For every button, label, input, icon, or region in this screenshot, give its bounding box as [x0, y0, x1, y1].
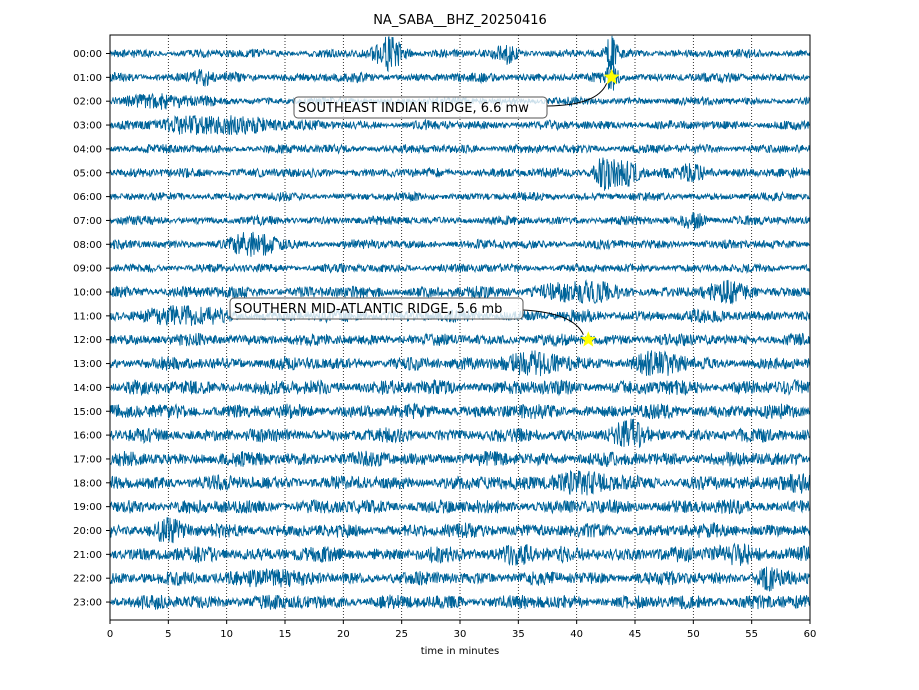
trace-17: [109, 450, 811, 468]
x-axis-label: time in minutes: [421, 646, 500, 657]
y-tick-label-17: 17:00: [73, 454, 102, 465]
x-tick-label-5: 25: [395, 629, 408, 640]
trace-5: [109, 157, 811, 191]
y-tick-label-14: 14:00: [73, 383, 102, 394]
x-axis: 0 5 10 15 20 25 30 35 40 45 50 55 60: [107, 620, 817, 640]
trace-1: [109, 66, 811, 91]
trace-13: [109, 350, 811, 377]
y-tick-label-5: 05:00: [73, 168, 102, 179]
y-tick-label-22: 22:00: [73, 574, 102, 585]
y-tick-label-7: 07:00: [73, 216, 102, 227]
traces: [109, 35, 811, 610]
event-connector-1: [522, 309, 584, 335]
x-tick-label-0: 0: [107, 629, 113, 640]
event-label-box-0: [293, 96, 548, 119]
event-label-1: SOUTHERN MID-ATLANTIC RIDGE, 5.6 mb: [234, 302, 502, 317]
trace-20: [109, 517, 811, 544]
x-tick-label-10: 50: [687, 629, 700, 640]
trace-8: [109, 231, 811, 257]
trace-9: [109, 262, 811, 275]
y-tick-label-10: 10:00: [73, 288, 102, 299]
y-tick-label-2: 02:00: [73, 97, 102, 108]
y-tick-label-21: 21:00: [73, 550, 102, 561]
x-tick-label-8: 40: [570, 629, 583, 640]
trace-19: [109, 499, 811, 516]
trace-23: [109, 594, 811, 610]
x-tick-label-6: 30: [454, 629, 467, 640]
event-star-1: [580, 331, 597, 347]
y-tick-label-11: 11:00: [73, 311, 102, 322]
y-tick-label-15: 15:00: [73, 407, 102, 418]
event-annotations: SOUTHEAST INDIAN RIDGE, 6.6 mw SOUTHERN M…: [229, 68, 620, 347]
y-axis: 00:00 01:00 02:00 03:00 04:00 05:00 06:00 07:00…: [73, 49, 110, 609]
x-tick-label-11: 55: [745, 629, 758, 640]
trace-12: [109, 332, 811, 348]
y-tick-label-13: 13:00: [73, 359, 102, 370]
trace-18: [109, 469, 811, 496]
y-tick-label-3: 03:00: [73, 121, 102, 132]
trace-22: [109, 566, 811, 592]
x-tick-label-7: 35: [512, 629, 525, 640]
trace-21: [109, 542, 811, 566]
y-tick-label-19: 19:00: [73, 502, 102, 513]
x-tick-label-2: 10: [220, 629, 233, 640]
y-tick-label-1: 01:00: [73, 73, 102, 84]
y-tick-label-23: 23:00: [73, 598, 102, 609]
trace-6: [109, 190, 811, 203]
trace-4: [109, 143, 810, 155]
y-tick-label-6: 06:00: [73, 192, 102, 203]
x-tick-label-1: 5: [165, 629, 171, 640]
event-connector-0: [546, 83, 608, 107]
x-tick-label-12: 60: [804, 629, 817, 640]
y-tick-label-20: 20:00: [73, 526, 102, 537]
y-tick-label-4: 04:00: [73, 144, 102, 155]
y-tick-label-18: 18:00: [73, 478, 102, 489]
x-tick-label-4: 20: [337, 629, 350, 640]
x-tick-label-3: 15: [279, 629, 292, 640]
trace-10: [109, 279, 811, 305]
x-tick-label-9: 45: [629, 629, 642, 640]
trace-11: [109, 305, 811, 326]
y-tick-label-9: 09:00: [73, 264, 102, 275]
trace-0: [109, 35, 811, 74]
event-label-0: SOUTHEAST INDIAN RIDGE, 6.6 mw: [298, 101, 529, 116]
y-tick-label-8: 08:00: [73, 240, 102, 251]
event-star-0: [603, 68, 620, 85]
trace-14: [109, 379, 811, 397]
trace-16: [109, 418, 811, 449]
trace-3: [109, 115, 811, 136]
y-tick-label-16: 16:00: [73, 431, 102, 442]
trace-15: [109, 402, 811, 420]
chart-title: NA_SABA__BHZ_20250416: [373, 13, 547, 28]
trace-7: [109, 212, 811, 231]
y-tick-label-0: 00:00: [73, 49, 102, 60]
y-tick-label-12: 12:00: [73, 335, 102, 346]
event-label-box-1: [229, 297, 524, 320]
